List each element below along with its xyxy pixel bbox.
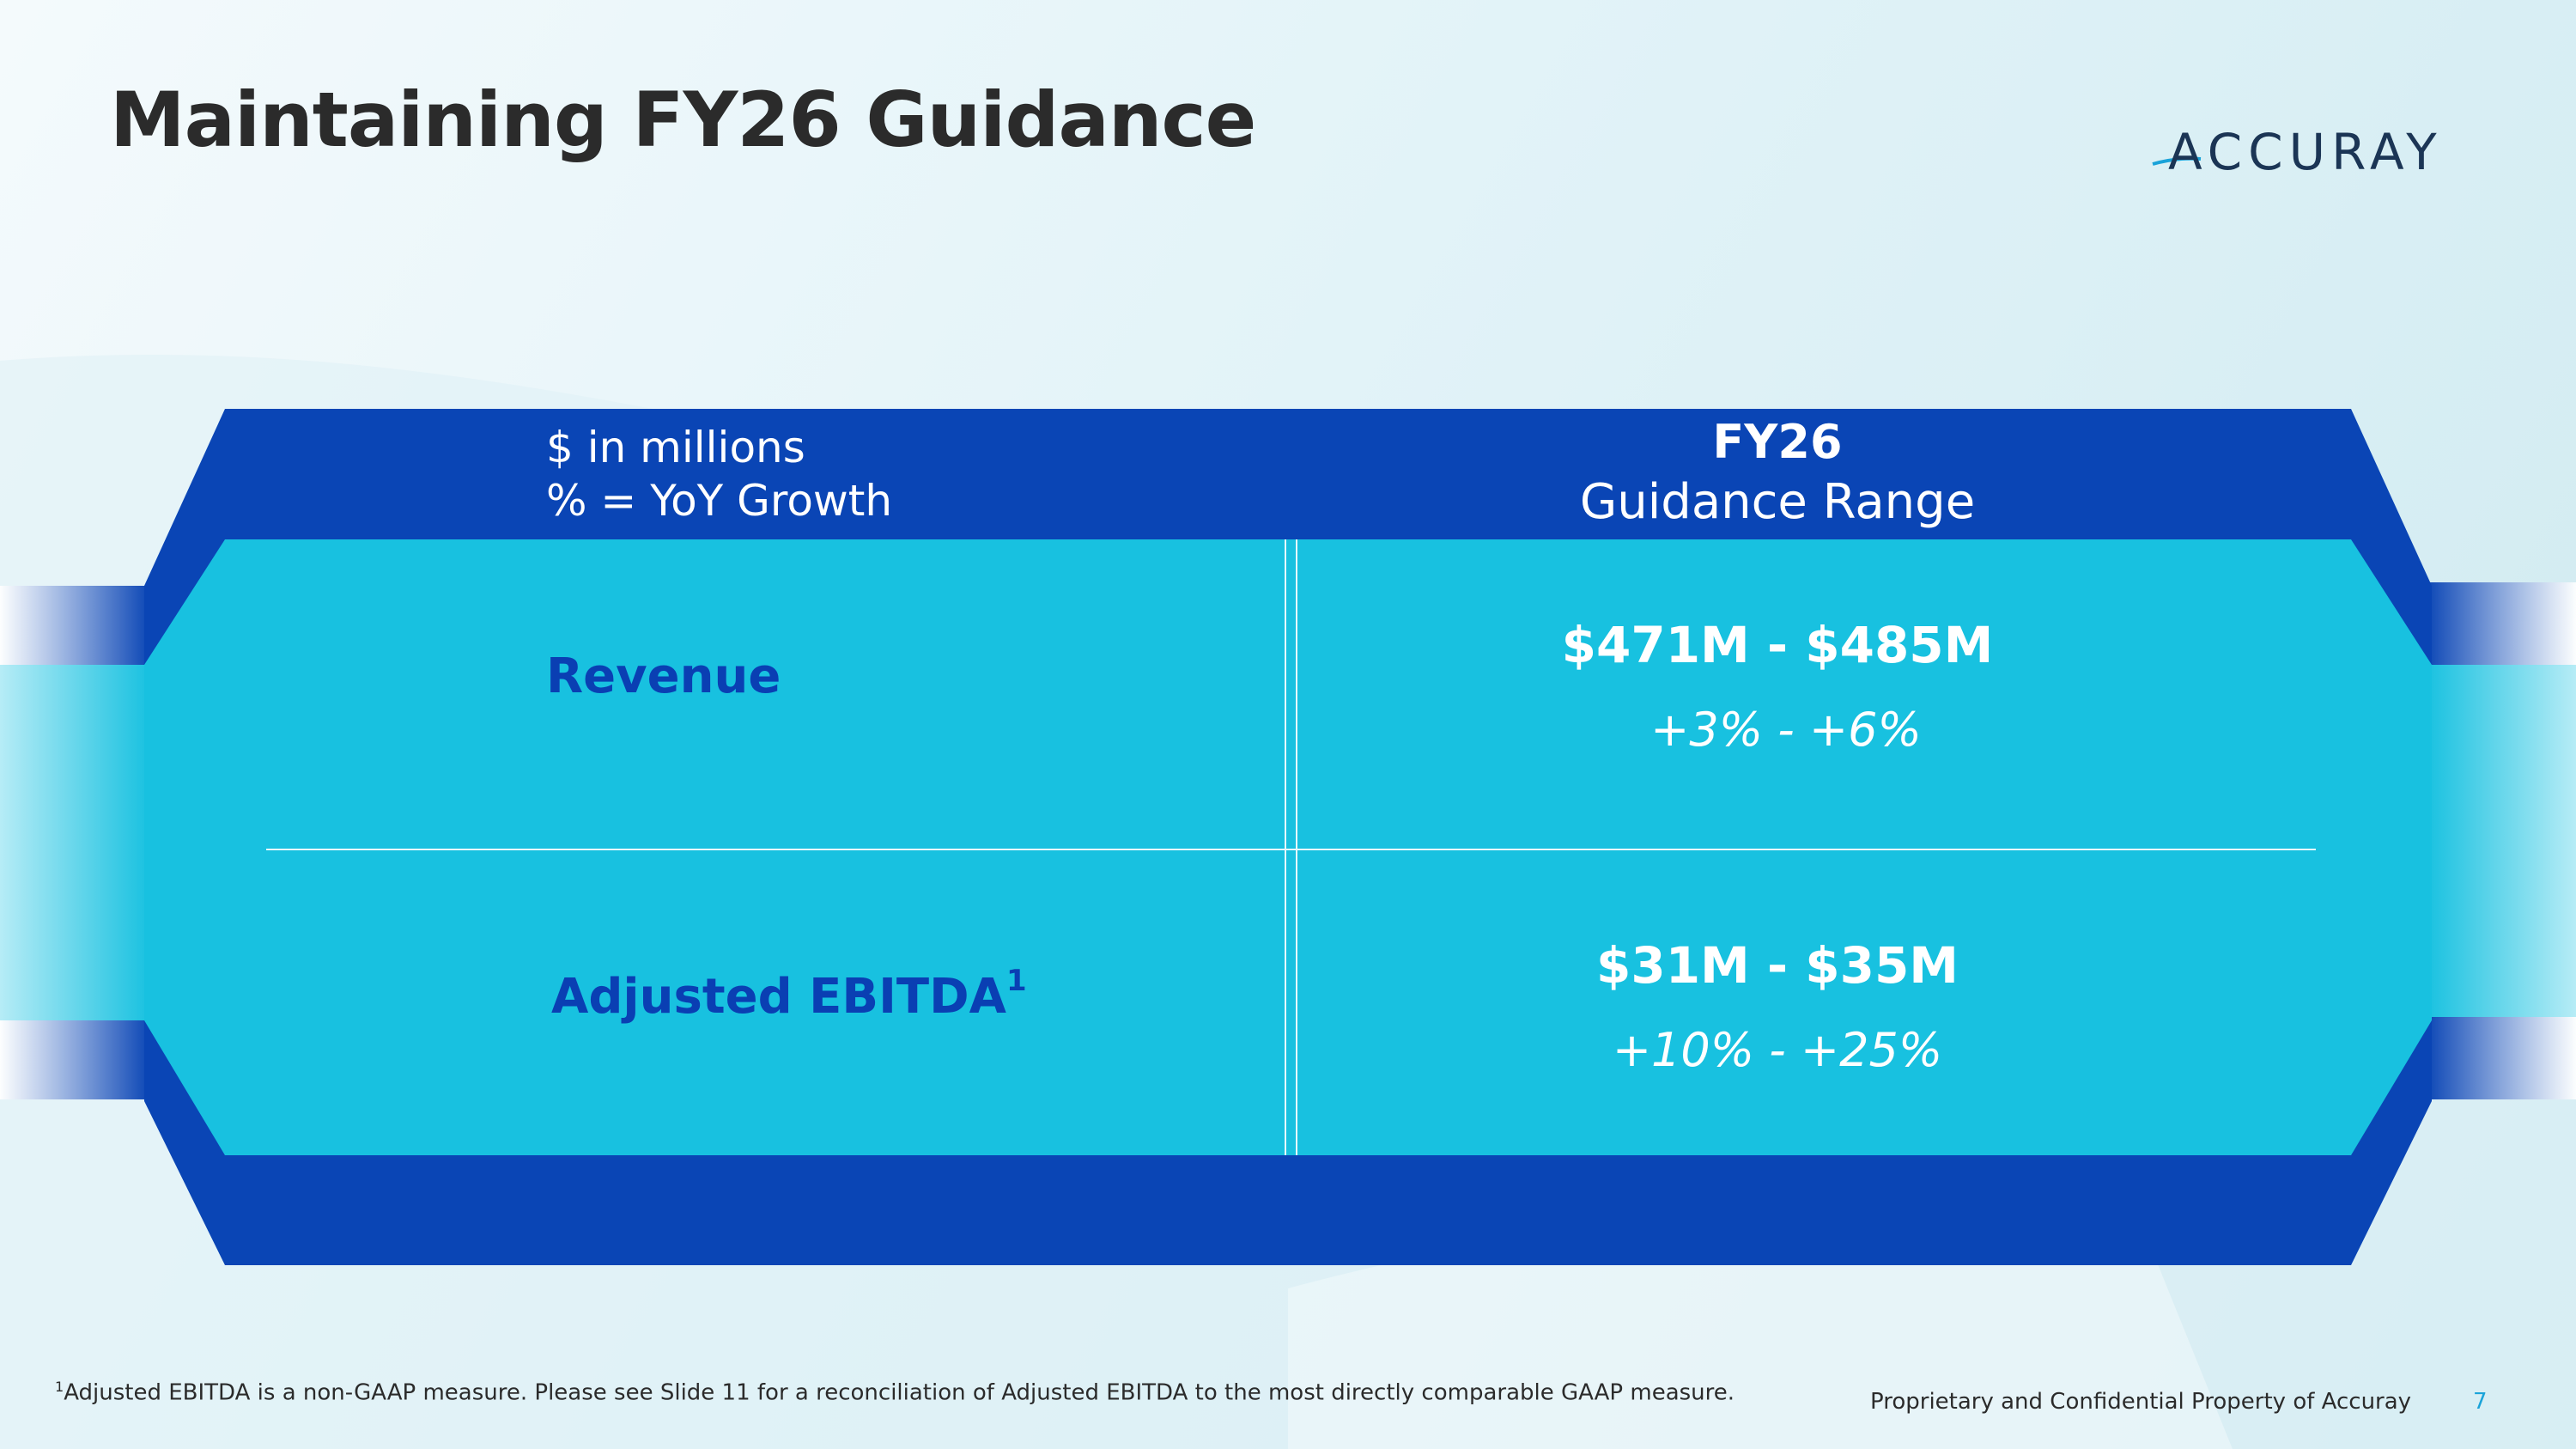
table-header-guidance: FY26 Guidance Range xyxy=(1511,414,2044,534)
revenue-growth-value: +3% - +6% xyxy=(1650,703,1922,757)
left-bottom-bar xyxy=(0,1020,150,1099)
metric-adjusted-ebitda-label: Adjusted EBITDA1 xyxy=(551,964,1027,1025)
footnote-marker: 1 xyxy=(55,1379,64,1395)
growth-legend-line: % = YoY Growth xyxy=(546,476,893,526)
swoosh-icon xyxy=(2152,156,2202,166)
right-cyan-band xyxy=(2426,665,2576,1017)
guidance-range-label: Guidance Range xyxy=(1579,474,1976,530)
right-top-bar xyxy=(2426,582,2576,665)
left-top-bar xyxy=(0,586,150,665)
revenue-range-value: $471M - $485M xyxy=(1561,616,1994,674)
table-header-units: $ in millions % = YoY Growth xyxy=(546,421,892,527)
page-number: 7 xyxy=(2473,1389,2488,1415)
footnote: 1Adjusted EBITDA is a non-GAAP measure. … xyxy=(55,1379,1735,1406)
footnote-text: Adjusted EBITDA is a non-GAAP measure. P… xyxy=(64,1379,1735,1406)
logo-wordmark: ACCURAY xyxy=(2168,123,2443,181)
accuray-logo: ACCURAY xyxy=(2151,125,2460,180)
metric-revenue-label: Revenue xyxy=(546,648,781,704)
page-title: Maintaining FY26 Guidance xyxy=(110,76,1256,164)
adjusted-ebitda-footnote-marker: 1 xyxy=(1005,964,1027,999)
adjusted-ebitda-growth-value: +10% - +25% xyxy=(1612,1023,1943,1077)
adjusted-ebitda-text: Adjusted EBITDA xyxy=(551,969,1006,1025)
fiscal-year-label: FY26 xyxy=(1712,415,1843,469)
left-cyan-band xyxy=(0,665,150,1020)
right-bottom-bar xyxy=(2426,1017,2576,1099)
table-body xyxy=(144,539,2432,1155)
proprietary-notice: Proprietary and Confidential Property of… xyxy=(1870,1389,2412,1415)
units-line: $ in millions xyxy=(546,423,805,472)
adjusted-ebitda-range-value: $31M - $35M xyxy=(1595,936,1959,995)
